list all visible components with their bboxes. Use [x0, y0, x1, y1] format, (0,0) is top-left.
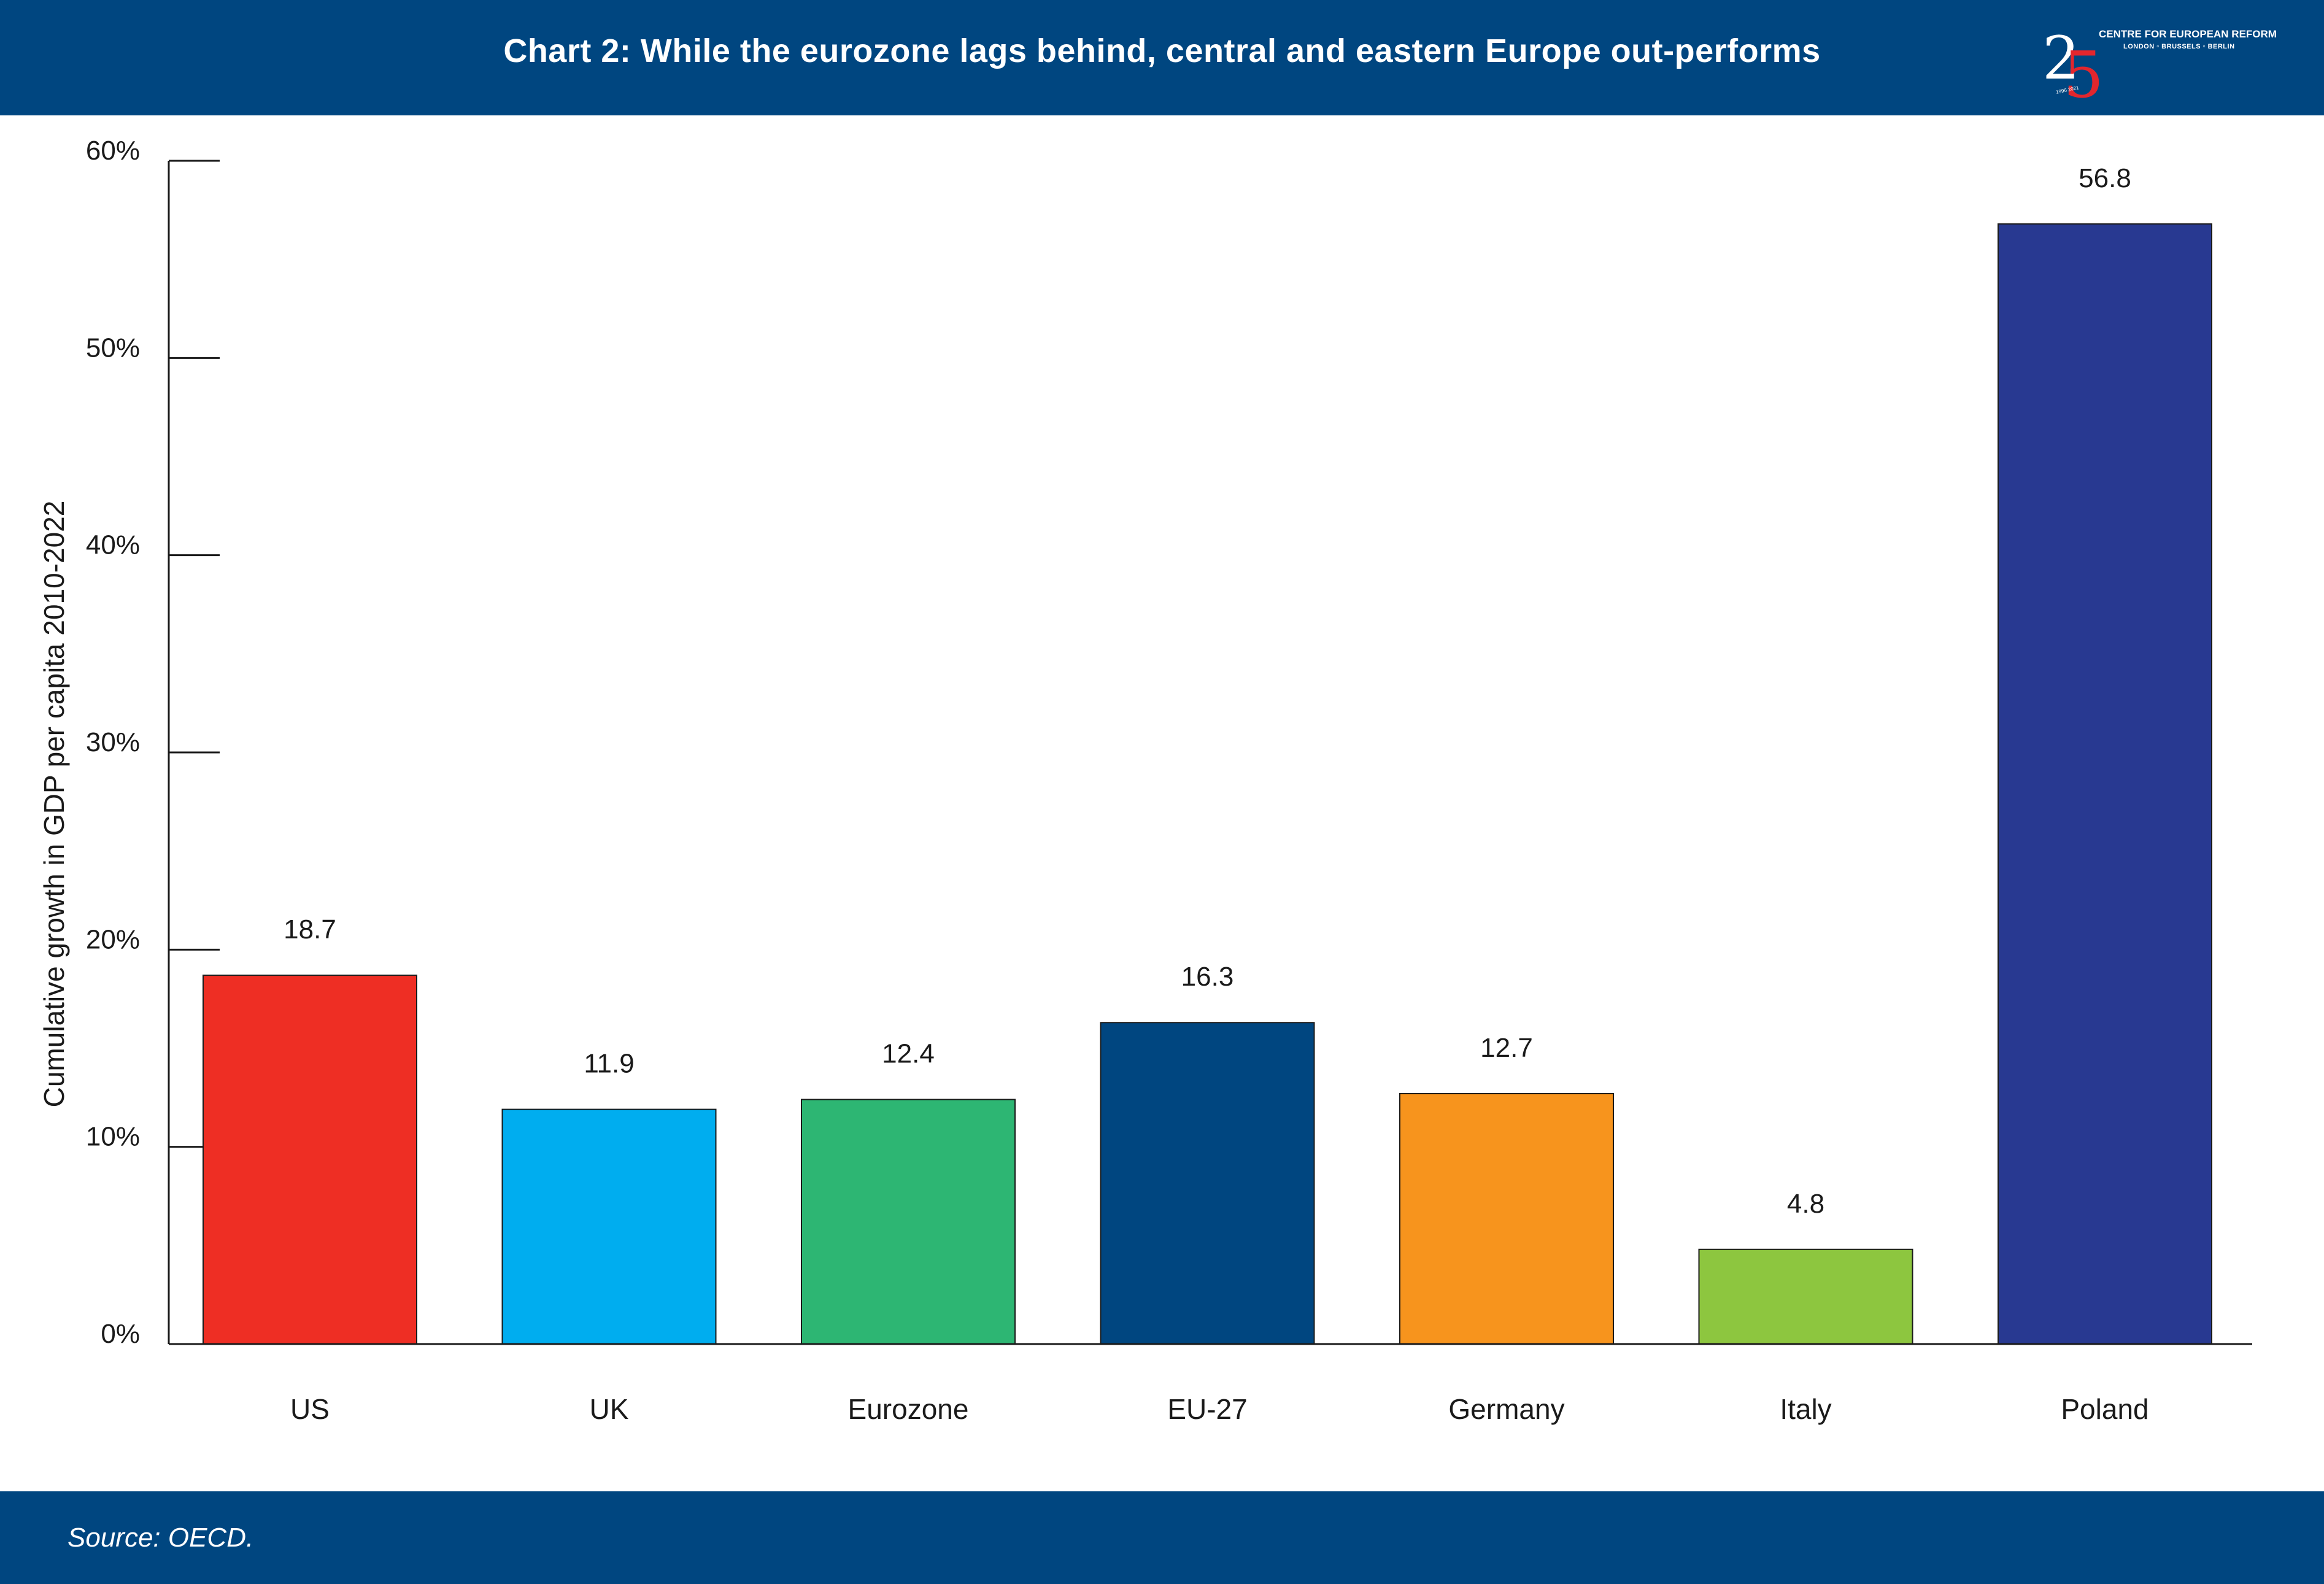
- source-note: Source: OECD.: [68, 1523, 254, 1553]
- bar: [1100, 1022, 1315, 1345]
- y-tick-label: 30%: [86, 727, 140, 757]
- x-tick-label: Eurozone: [848, 1393, 969, 1425]
- y-tick-label: 0%: [101, 1319, 140, 1349]
- anniversary-logo-icon: 2 5: [2042, 24, 2099, 104]
- x-tick-label: UK: [590, 1393, 629, 1425]
- bar: [203, 975, 417, 1345]
- y-axis-ticks: 0% 10% 20% 30% 40% 50% 60%: [86, 136, 220, 1349]
- bar: [1998, 223, 2212, 1345]
- data-label: 16.3: [1181, 962, 1234, 992]
- bar-chart: Cumulative growth in GDP per capita 2010…: [38, 136, 2252, 1425]
- y-axis-label: Cumulative growth in GDP per capita 2010…: [38, 501, 70, 1108]
- footer-bar: Source: OECD.: [0, 1491, 2324, 1584]
- chart-title: Chart 2: While the eurozone lags behind,…: [503, 33, 1821, 69]
- logo-cities: LONDON ▫ BRUSSELS ▫ BERLIN: [2123, 43, 2235, 50]
- bar: [501, 1108, 717, 1345]
- value-labels: 18.7 11.9 12.4 16.3 12.7 4.8 56.8: [284, 163, 2131, 1219]
- y-tick-label: 10%: [86, 1122, 140, 1152]
- x-tick-label: Poland: [2061, 1393, 2148, 1425]
- y-axis-label-group: Cumulative growth in GDP per capita 2010…: [38, 501, 70, 1108]
- bar: [1399, 1092, 1614, 1345]
- y-tick-label: 20%: [86, 924, 140, 954]
- logo-digit-five: 5: [2063, 37, 2099, 104]
- header-bar: Chart 2: While the eurozone lags behind,…: [0, 0, 2324, 115]
- x-tick-label: EU-27: [1167, 1393, 1247, 1425]
- logo-organisation-name: CENTRE FOR EUROPEAN REFORM: [2099, 28, 2277, 40]
- x-tick-label: Italy: [1780, 1393, 1831, 1425]
- x-tick-label: Germany: [1448, 1393, 1564, 1425]
- bars: [203, 223, 2212, 1345]
- cer-logo: 2 5 CENTRE FOR EUROPEAN REFORM LONDON ▫ …: [2037, 18, 2277, 104]
- data-label: 56.8: [2079, 163, 2131, 193]
- data-label: 12.4: [882, 1039, 935, 1069]
- data-label: 18.7: [284, 914, 336, 945]
- data-label: 12.7: [1480, 1033, 1533, 1063]
- data-label: 11.9: [584, 1049, 634, 1079]
- bar: [1698, 1248, 1913, 1345]
- bar: [801, 1099, 1016, 1345]
- y-tick-label: 50%: [86, 333, 140, 363]
- axes: [168, 161, 2252, 1345]
- x-tick-label: US: [290, 1393, 330, 1425]
- y-tick-label: 60%: [86, 136, 140, 166]
- logo-digit-two: 2: [2042, 24, 2080, 93]
- y-tick-label: 40%: [86, 530, 140, 560]
- x-axis-labels: US UK Eurozone EU-27 Germany Italy Poland: [290, 1393, 2149, 1425]
- data-label: 4.8: [1787, 1189, 1824, 1219]
